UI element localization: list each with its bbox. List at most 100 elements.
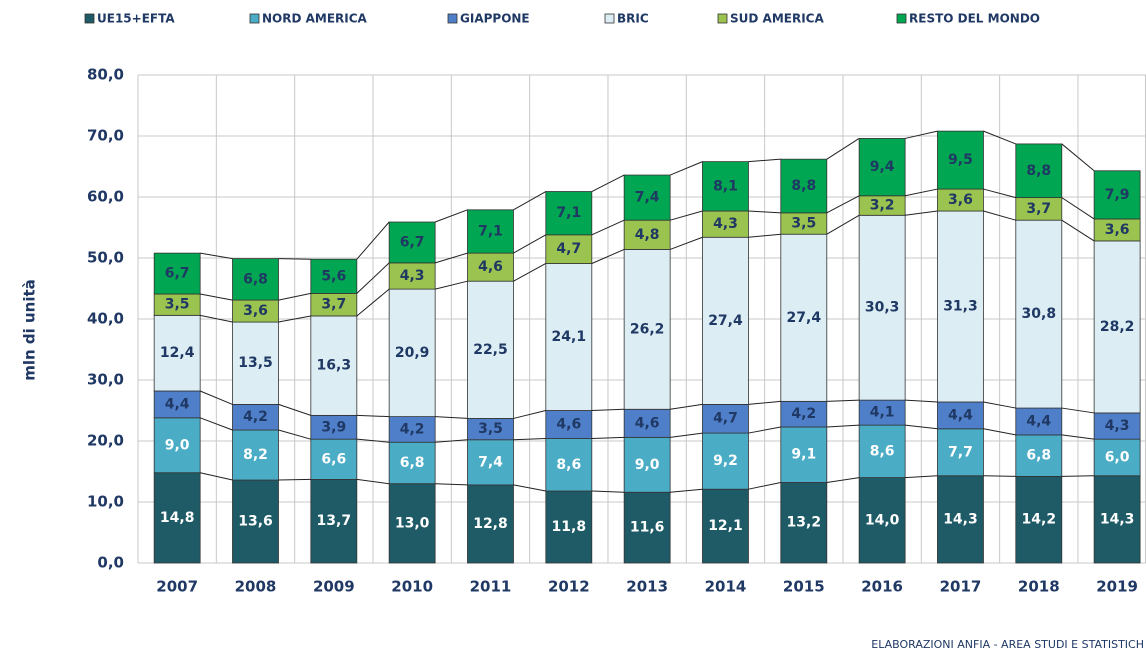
data-label: 3,5 bbox=[791, 216, 816, 232]
legend-label: RESTO DEL MONDO bbox=[909, 12, 1040, 26]
data-label: 8,8 bbox=[1026, 163, 1051, 179]
connector bbox=[1061, 219, 1095, 242]
connector bbox=[513, 263, 547, 282]
bar-segment bbox=[937, 401, 984, 430]
bar-segment bbox=[623, 249, 671, 410]
bar-segment bbox=[858, 214, 906, 401]
connector bbox=[513, 234, 547, 254]
bar-segment bbox=[937, 130, 984, 190]
connector bbox=[983, 428, 1016, 436]
connector bbox=[591, 249, 625, 264]
bar-segment bbox=[858, 424, 906, 479]
connector bbox=[199, 417, 233, 431]
legend-label: SUD AMERICA bbox=[730, 12, 824, 26]
connector bbox=[905, 210, 938, 216]
data-label: 4,4 bbox=[948, 407, 973, 423]
x-tick-label: 2011 bbox=[470, 578, 512, 596]
bar-segment bbox=[467, 484, 514, 564]
data-label: 4,1 bbox=[870, 405, 895, 421]
y-tick-label: 60,0 bbox=[87, 188, 124, 206]
connector bbox=[905, 130, 938, 139]
bar-segment bbox=[1015, 434, 1063, 477]
bar-segment bbox=[545, 234, 593, 264]
bar-segment bbox=[388, 416, 436, 443]
data-label: 11,8 bbox=[552, 519, 587, 535]
legend-swatch bbox=[604, 13, 615, 24]
data-label: 4,3 bbox=[1105, 418, 1130, 434]
y-tick-label: 50,0 bbox=[87, 249, 124, 267]
data-label: 3,5 bbox=[478, 421, 503, 437]
data-label: 4,6 bbox=[478, 259, 503, 275]
bar-segment bbox=[467, 209, 514, 254]
bar-segment bbox=[388, 288, 436, 417]
connector bbox=[983, 210, 1016, 221]
connector bbox=[1061, 407, 1095, 414]
data-label: 4,4 bbox=[1026, 413, 1051, 429]
data-label: 22,5 bbox=[473, 342, 508, 358]
data-label: 7,9 bbox=[1105, 187, 1130, 203]
bar-segment bbox=[545, 490, 593, 564]
data-label: 7,4 bbox=[478, 454, 503, 470]
data-label: 3,2 bbox=[870, 198, 895, 214]
data-label: 3,9 bbox=[321, 419, 346, 435]
connector bbox=[748, 210, 781, 214]
x-tick-label: 2008 bbox=[235, 578, 277, 596]
x-tick-label: 2016 bbox=[861, 578, 903, 596]
data-label: 8,6 bbox=[556, 457, 581, 473]
data-label: 14,3 bbox=[943, 511, 978, 527]
connector bbox=[434, 209, 468, 223]
data-label: 7,4 bbox=[635, 190, 660, 206]
x-tick-label: 2010 bbox=[391, 578, 433, 596]
connector bbox=[278, 258, 311, 260]
y-tick-label: 10,0 bbox=[87, 493, 124, 511]
connector bbox=[200, 252, 233, 260]
connector bbox=[748, 158, 781, 163]
connector bbox=[669, 236, 703, 250]
bar-segment bbox=[623, 491, 671, 564]
y-tick-label: 40,0 bbox=[87, 310, 124, 328]
data-label: 13,5 bbox=[238, 355, 273, 371]
data-label: 24,1 bbox=[552, 329, 587, 345]
y-tick-label: 80,0 bbox=[87, 66, 124, 84]
bar-segment bbox=[623, 219, 671, 250]
data-label: 8,1 bbox=[713, 178, 738, 194]
x-tick-label: 2012 bbox=[548, 578, 590, 596]
data-label: 4,4 bbox=[165, 396, 190, 412]
data-label: 6,7 bbox=[165, 266, 190, 282]
y-tick-label: 30,0 bbox=[87, 371, 124, 389]
bar-segment bbox=[937, 210, 984, 403]
bar-segment bbox=[623, 174, 671, 221]
data-label: 31,3 bbox=[943, 298, 978, 314]
data-label: 9,5 bbox=[948, 152, 973, 168]
bar-segment bbox=[1015, 475, 1063, 564]
connector bbox=[591, 436, 625, 440]
x-tick-label: 2014 bbox=[705, 578, 747, 596]
connector bbox=[435, 439, 468, 443]
data-label: 6,8 bbox=[1026, 448, 1051, 464]
connector bbox=[356, 478, 390, 485]
bar-segment bbox=[545, 438, 593, 492]
bar-segment bbox=[310, 258, 358, 294]
x-tick-label: 2009 bbox=[313, 578, 355, 596]
data-label: 4,8 bbox=[635, 227, 660, 243]
bar-segment bbox=[232, 321, 279, 405]
x-tick-label: 2017 bbox=[940, 578, 982, 596]
connector bbox=[278, 315, 311, 323]
data-label: 12,8 bbox=[473, 516, 508, 532]
data-label: 4,3 bbox=[400, 268, 425, 284]
data-label: 5,6 bbox=[321, 268, 346, 284]
connector bbox=[435, 280, 468, 290]
data-label: 4,7 bbox=[556, 241, 581, 257]
connector bbox=[356, 221, 390, 260]
data-label: 3,7 bbox=[1026, 201, 1051, 217]
data-label: 6,8 bbox=[243, 271, 268, 287]
x-tick-label: 2018 bbox=[1018, 578, 1060, 596]
data-label: 14,2 bbox=[1022, 512, 1057, 528]
legend-swatch bbox=[717, 13, 728, 24]
bar-segment bbox=[388, 483, 436, 564]
bar-segment bbox=[153, 390, 201, 419]
bar-segment bbox=[310, 438, 358, 480]
connector bbox=[905, 475, 938, 479]
data-label: 13,0 bbox=[395, 515, 430, 531]
